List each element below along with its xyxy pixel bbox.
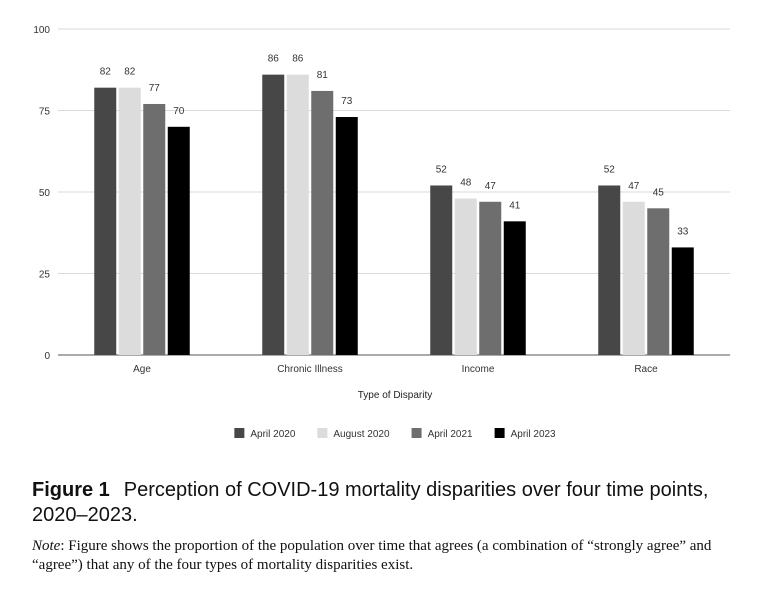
data-label: 47 bbox=[628, 181, 640, 192]
bar bbox=[454, 198, 477, 355]
legend-label: April 2021 bbox=[428, 429, 473, 440]
note-text: : Figure shows the proportion of the pop… bbox=[32, 538, 712, 573]
data-label: 70 bbox=[173, 106, 185, 117]
y-tick-label: 25 bbox=[39, 270, 51, 281]
data-label: 47 bbox=[485, 181, 497, 192]
data-label: 86 bbox=[268, 54, 280, 65]
data-label: 48 bbox=[460, 178, 472, 189]
legend-label: April 2023 bbox=[511, 429, 556, 440]
data-label: 52 bbox=[436, 164, 448, 175]
legend: April 2020 August 2020 April 2021 April 202… bbox=[234, 428, 556, 440]
data-label: 86 bbox=[292, 54, 304, 65]
bars bbox=[94, 74, 694, 356]
bar bbox=[479, 201, 502, 355]
legend-swatch bbox=[234, 428, 245, 438]
data-labels: 82 82 77 70 86 86 81 73 52 48 47 41 52 47 45 33 bbox=[100, 54, 689, 238]
data-label: 82 bbox=[100, 67, 112, 78]
note-label: Note bbox=[32, 538, 61, 554]
legend-swatch bbox=[317, 428, 328, 438]
figure-caption-text: Perception of COVID-19 mortality dispari… bbox=[32, 479, 709, 526]
y-tick-label: 75 bbox=[39, 107, 51, 118]
bar bbox=[430, 185, 453, 355]
y-tick-label: 0 bbox=[44, 351, 50, 362]
data-label: 73 bbox=[341, 96, 353, 107]
figure-label: Figure 1 bbox=[32, 479, 110, 501]
x-tick-label: Income bbox=[462, 364, 495, 375]
bar bbox=[671, 247, 694, 355]
bar bbox=[143, 103, 166, 355]
legend-label: April 2020 bbox=[250, 429, 295, 440]
bar bbox=[598, 185, 621, 355]
legend-swatch bbox=[411, 428, 422, 438]
y-tick-label: 50 bbox=[39, 188, 51, 199]
data-label: 52 bbox=[604, 164, 616, 175]
x-tick-label: Chronic Illness bbox=[277, 364, 343, 375]
bar-chart: 0 25 50 75 100 82 82 77 70 86 86 81 73 52 48 47 41 52 47 4… bbox=[33, 25, 730, 440]
bar bbox=[335, 117, 358, 356]
data-label: 33 bbox=[677, 226, 689, 237]
bar bbox=[311, 90, 334, 355]
bar bbox=[286, 74, 309, 355]
y-axis-ticks: 0 25 50 75 100 bbox=[33, 25, 50, 362]
x-tick-label: Age bbox=[133, 364, 151, 375]
bar bbox=[647, 208, 670, 355]
x-tick-label: Race bbox=[634, 364, 658, 375]
bar bbox=[622, 201, 645, 355]
data-label: 45 bbox=[653, 187, 665, 198]
bar bbox=[94, 87, 117, 356]
data-label: 77 bbox=[149, 83, 161, 94]
bar bbox=[167, 126, 190, 355]
bar bbox=[262, 74, 285, 355]
legend-label: August 2020 bbox=[333, 429, 390, 440]
y-tick-label: 100 bbox=[33, 25, 50, 36]
bar bbox=[503, 221, 526, 355]
x-axis-title: Type of Disparity bbox=[358, 390, 432, 401]
data-label: 82 bbox=[124, 67, 136, 78]
data-label: 81 bbox=[317, 70, 329, 81]
bar bbox=[118, 87, 141, 356]
legend-swatch bbox=[494, 428, 505, 438]
x-axis-categories: Age Chronic Illness Income Race bbox=[133, 364, 658, 375]
figure-note: Note: Figure shows the proportion of the… bbox=[32, 537, 752, 575]
data-label: 41 bbox=[509, 200, 521, 211]
figure-caption: Figure 1 Perception of COVID-19 mortality… bbox=[32, 478, 752, 528]
